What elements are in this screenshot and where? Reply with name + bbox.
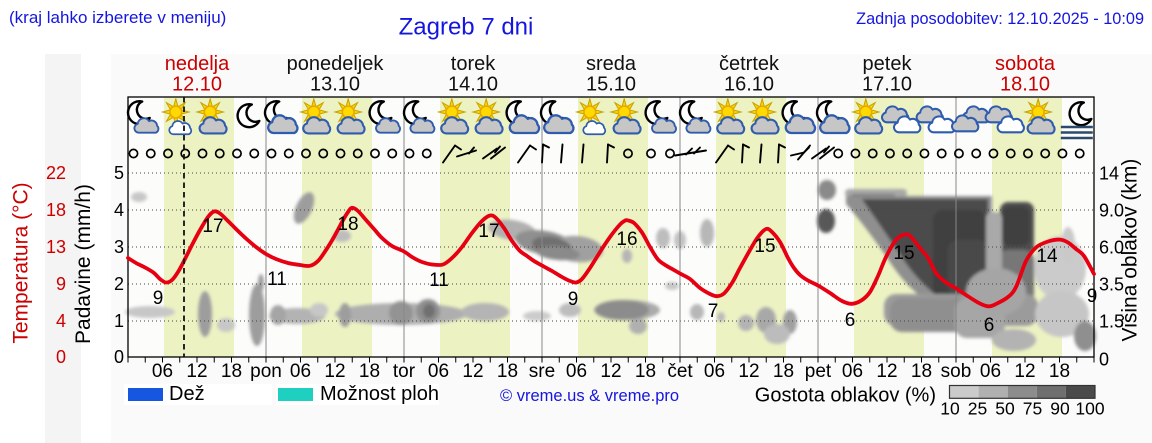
svg-text:9: 9	[568, 289, 579, 310]
svg-text:22: 22	[46, 163, 66, 183]
svg-text:12: 12	[876, 361, 897, 382]
svg-text:18: 18	[1049, 361, 1070, 382]
svg-text:10: 10	[940, 399, 960, 419]
svg-text:16: 16	[616, 229, 637, 250]
svg-text:6.0: 6.0	[1099, 238, 1124, 258]
svg-text:© vreme.us & vreme.pro: © vreme.us & vreme.pro	[500, 387, 679, 405]
svg-text:18: 18	[911, 361, 932, 382]
svg-text:3: 3	[114, 237, 124, 257]
svg-text:12: 12	[324, 361, 345, 382]
svg-text:06: 06	[290, 361, 311, 382]
svg-text:18: 18	[773, 361, 794, 382]
svg-text:06: 06	[704, 361, 725, 382]
svg-text:4: 4	[114, 200, 124, 220]
svg-text:1.5: 1.5	[1099, 312, 1124, 332]
svg-text:06: 06	[566, 361, 587, 382]
svg-text:12: 12	[1014, 361, 1035, 382]
svg-text:15: 15	[754, 236, 775, 257]
svg-text:17: 17	[202, 216, 223, 237]
svg-text:četrtek: četrtek	[719, 53, 780, 75]
svg-text:12: 12	[186, 361, 207, 382]
svg-text:15: 15	[893, 243, 914, 264]
svg-text:torek: torek	[451, 53, 496, 75]
svg-text:06: 06	[842, 361, 863, 382]
svg-text:15.10: 15.10	[586, 74, 636, 96]
svg-text:14: 14	[1036, 246, 1058, 267]
svg-text:12: 12	[462, 361, 483, 382]
svg-text:sreda: sreda	[586, 53, 637, 75]
svg-text:tor: tor	[393, 361, 416, 382]
svg-text:6: 6	[845, 310, 856, 331]
svg-text:14.10: 14.10	[448, 74, 498, 96]
svg-text:11: 11	[267, 269, 287, 290]
svg-text:3.5: 3.5	[1099, 275, 1124, 295]
svg-text:0: 0	[1099, 350, 1109, 370]
svg-text:ponedeljek: ponedeljek	[287, 53, 385, 75]
svg-text:Gostota oblakov (%): Gostota oblakov (%)	[755, 385, 936, 407]
svg-text:90: 90	[1050, 399, 1070, 419]
svg-text:12: 12	[738, 361, 759, 382]
svg-text:čet: čet	[667, 361, 693, 382]
svg-text:sre: sre	[529, 361, 555, 382]
svg-text:18: 18	[337, 214, 358, 235]
svg-text:14: 14	[1099, 164, 1119, 184]
svg-text:16.10: 16.10	[724, 74, 774, 96]
svg-text:12.10: 12.10	[172, 74, 222, 96]
svg-text:06: 06	[980, 361, 1001, 382]
svg-text:17.10: 17.10	[862, 74, 912, 96]
svg-text:9: 9	[56, 274, 66, 294]
svg-text:sob: sob	[941, 361, 972, 382]
svg-text:Dež: Dež	[169, 383, 205, 405]
svg-text:50: 50	[995, 399, 1015, 419]
svg-text:Temperatura (°C): Temperatura (°C)	[10, 182, 33, 343]
svg-text:0: 0	[56, 347, 66, 367]
svg-text:(kraj lahko izberete v meniju): (kraj lahko izberete v meniju)	[9, 8, 226, 27]
svg-text:12: 12	[600, 361, 621, 382]
svg-text:18.10: 18.10	[1000, 74, 1050, 96]
svg-text:06: 06	[428, 361, 449, 382]
svg-text:Višina oblakov (km): Višina oblakov (km)	[1119, 159, 1142, 342]
svg-text:75: 75	[1023, 399, 1042, 419]
svg-text:100: 100	[1075, 399, 1104, 419]
svg-text:18: 18	[359, 361, 380, 382]
svg-text:9: 9	[153, 288, 164, 309]
svg-text:6: 6	[984, 315, 995, 336]
svg-text:pon: pon	[250, 361, 282, 382]
svg-text:Zagreb 7 dni: Zagreb 7 dni	[399, 14, 534, 41]
svg-text:pet: pet	[805, 361, 832, 382]
svg-text:18: 18	[635, 361, 656, 382]
svg-text:4: 4	[56, 311, 66, 331]
svg-text:Možnost ploh: Možnost ploh	[320, 383, 439, 405]
svg-text:9: 9	[1087, 286, 1098, 307]
svg-text:18: 18	[497, 361, 518, 382]
svg-text:06: 06	[152, 361, 173, 382]
svg-text:petek: petek	[863, 53, 913, 75]
svg-text:0: 0	[114, 347, 124, 367]
svg-text:17: 17	[478, 221, 499, 242]
svg-text:13: 13	[46, 237, 66, 257]
svg-text:2: 2	[114, 274, 124, 294]
svg-text:5: 5	[114, 163, 124, 183]
svg-text:nedelja: nedelja	[165, 53, 230, 75]
svg-text:7: 7	[708, 301, 719, 322]
svg-text:18: 18	[46, 200, 66, 220]
svg-text:9.0: 9.0	[1099, 201, 1124, 221]
svg-text:25: 25	[968, 399, 987, 419]
svg-text:18: 18	[221, 361, 242, 382]
svg-text:Padavine (mm/h): Padavine (mm/h)	[72, 184, 95, 344]
svg-text:1: 1	[114, 311, 124, 331]
svg-text:13.10: 13.10	[310, 74, 360, 96]
svg-text:sobota: sobota	[995, 53, 1056, 75]
svg-text:11: 11	[429, 270, 449, 291]
svg-text:Zadnja posodobitev: 12.10.2025: Zadnja posodobitev: 12.10.2025 - 10:09	[856, 10, 1144, 28]
